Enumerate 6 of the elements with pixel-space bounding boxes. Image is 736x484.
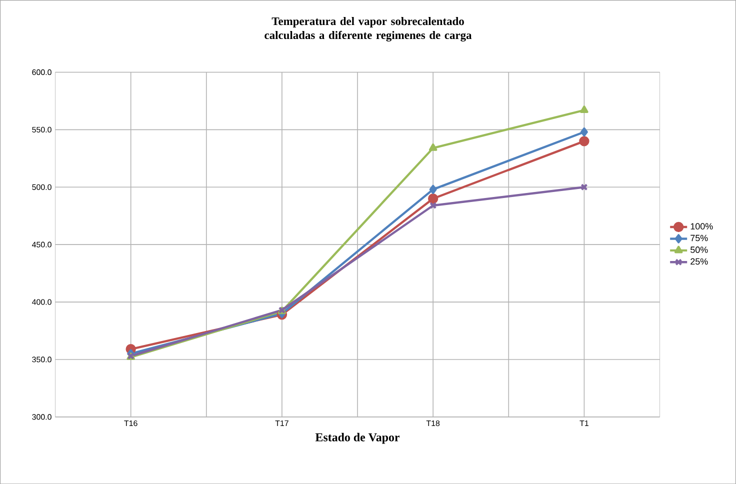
legend-label: 100%	[690, 223, 713, 230]
legend-label: 50%	[690, 246, 708, 253]
x-axis-title: Estado de Vapor	[315, 432, 400, 444]
legend-label: 75%	[690, 234, 708, 242]
chart-title: Temperatura del vapor sobrecalentado calculadas a diferente regimenes de carga	[264, 16, 472, 42]
legend-label: 25%	[690, 258, 708, 265]
